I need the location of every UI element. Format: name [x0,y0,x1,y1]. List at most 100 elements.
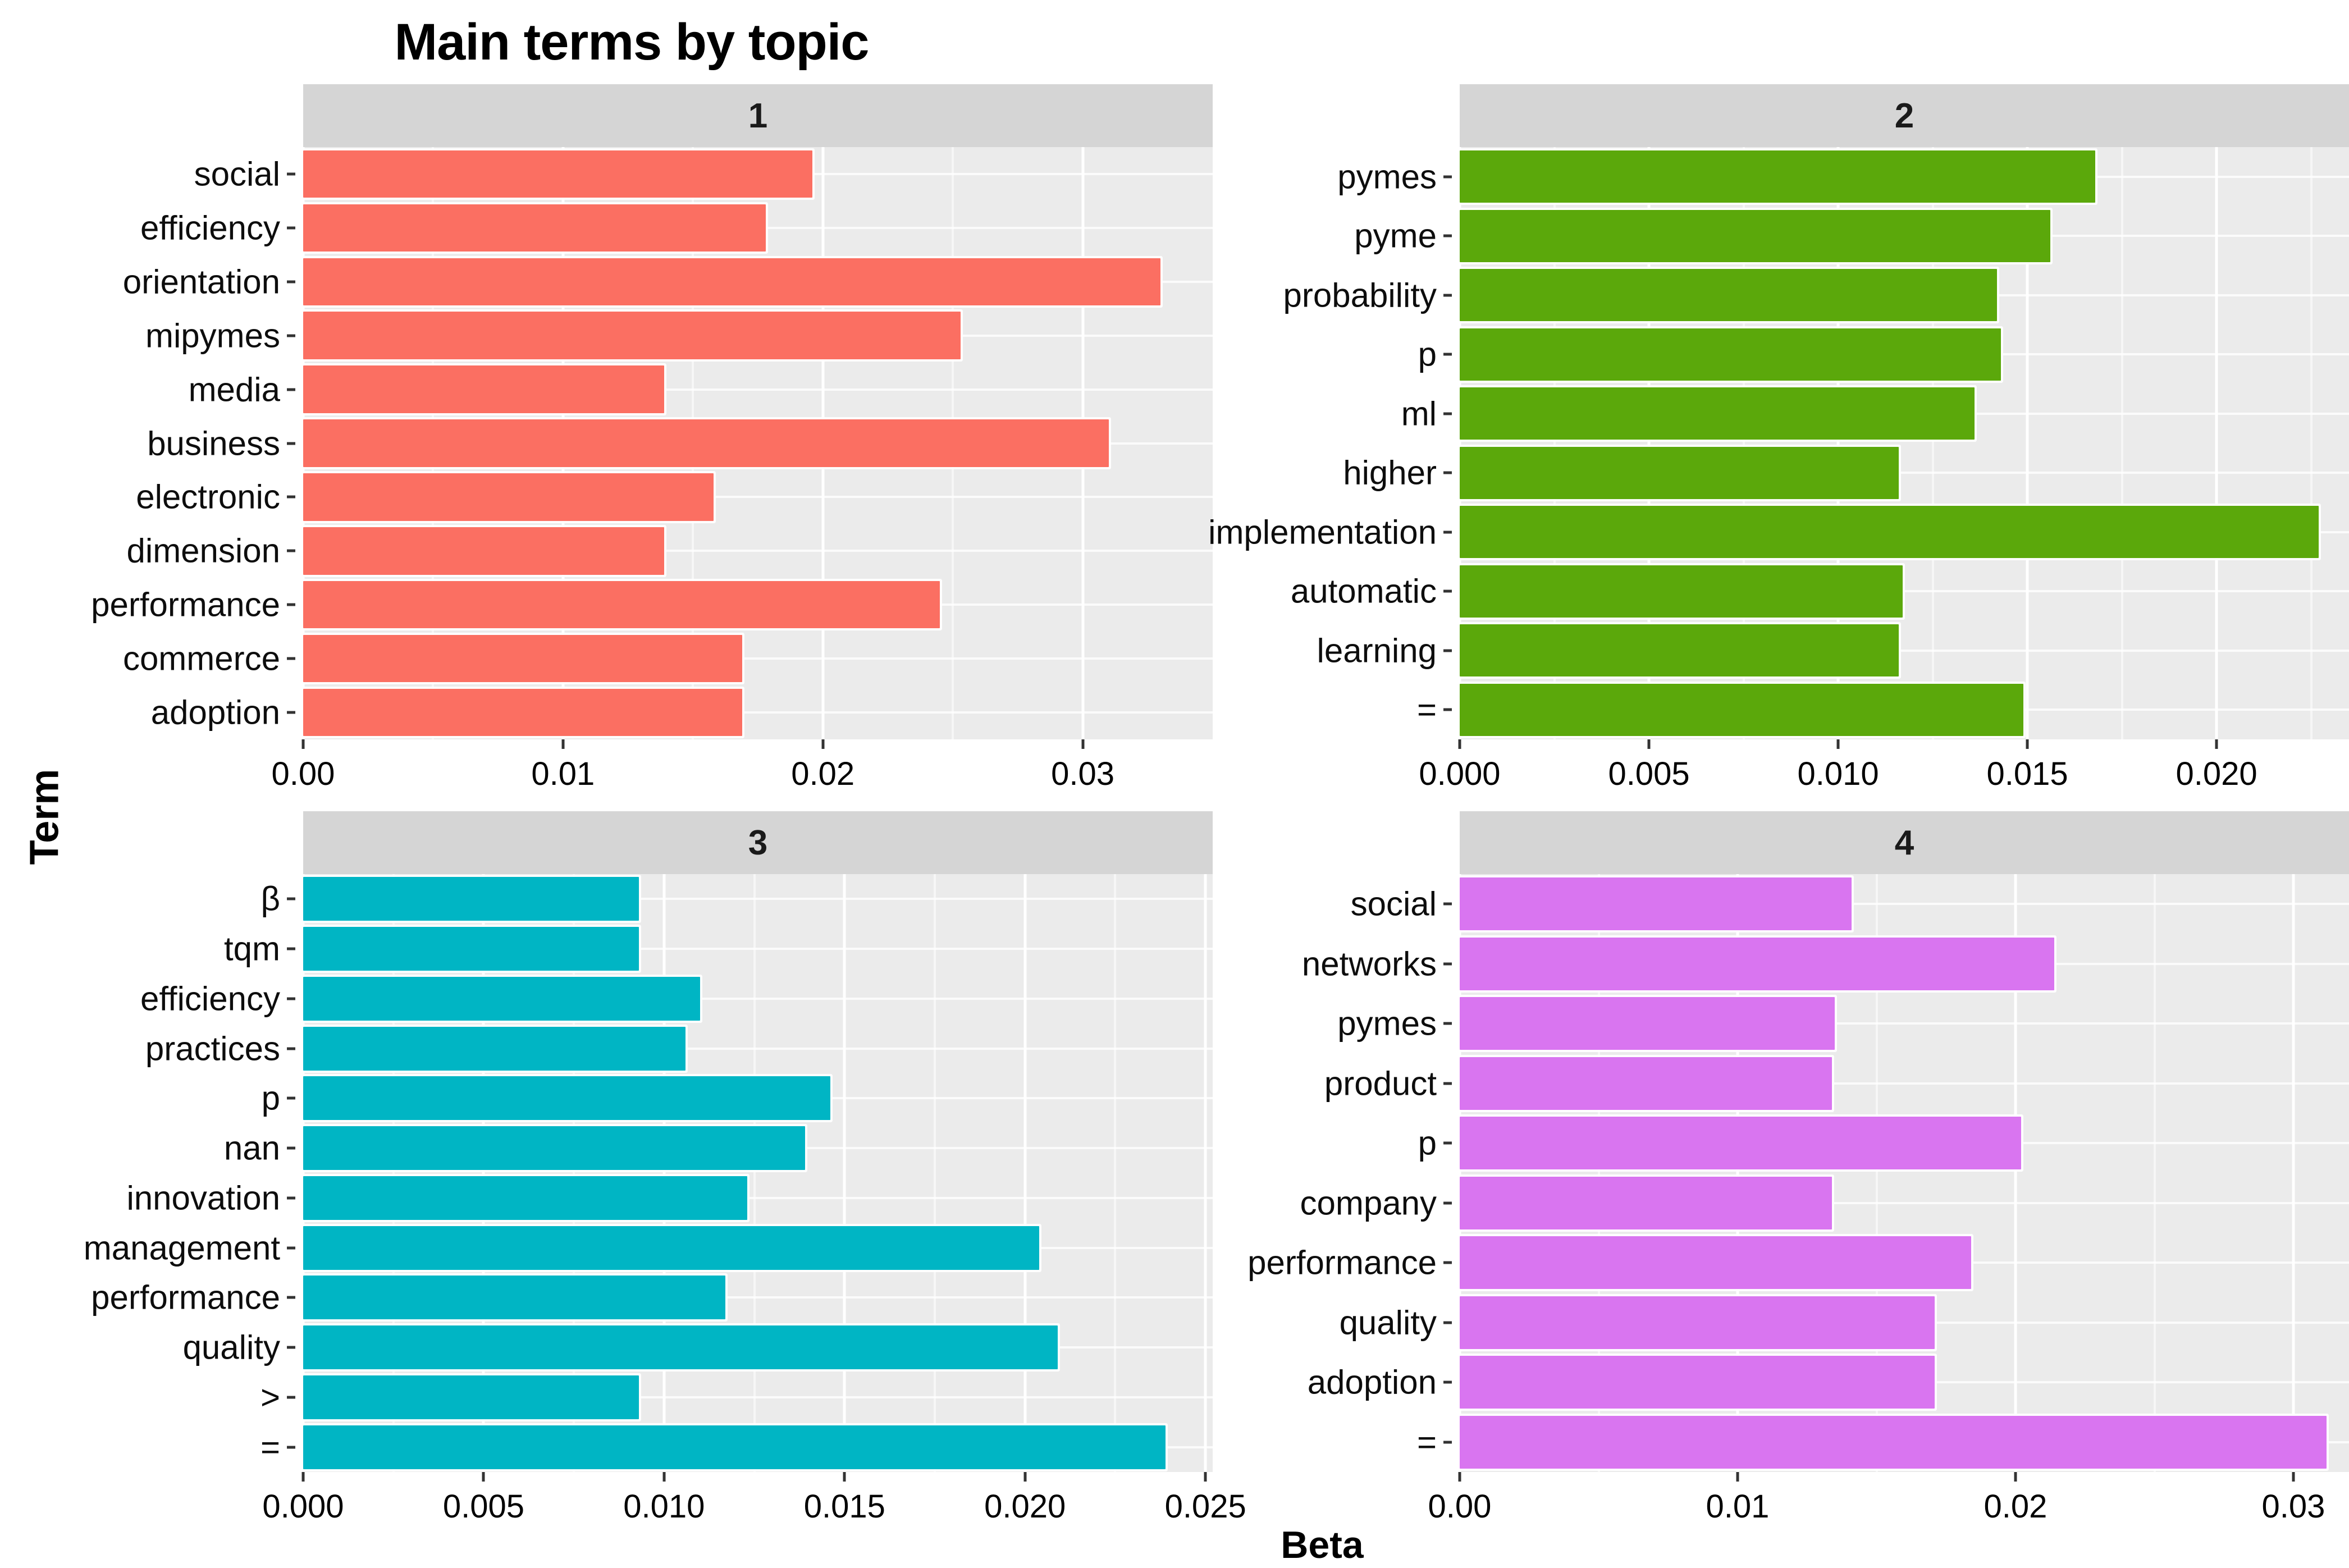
x-tick-label: 0.020 [2176,756,2257,792]
bar-performance [1460,1236,1971,1290]
x-tick-mark [1023,1472,1027,1482]
y-label: mipymes [145,316,295,355]
gridline-minor [934,874,936,1472]
bar-adoption [303,688,743,737]
y-label: nan [224,1129,295,1168]
y-label: higher [1343,454,1452,492]
y-label: practices [145,1029,295,1068]
y-label: pymes [1337,1004,1452,1043]
y-label: tqm [224,930,295,968]
gridline-major [1023,874,1027,1472]
gridline-horizontal [303,1196,1213,1199]
gridline-minor [753,874,756,1472]
gridline-major [303,874,305,1472]
bar-> [303,1375,639,1419]
y-label: efficiency [140,979,295,1018]
y-label: pymes [1337,157,1452,196]
y-label: networks [1302,944,1452,983]
gridline-horizontal [303,388,1213,391]
gridline-major [2026,147,2029,739]
gridline-minor [1114,874,1117,1472]
y-axis-labels: pymes pyme probability p ml higher implementat… [1208,147,1460,739]
x-axis: 0.00 0.01 0.02 0.03 [272,739,1213,811]
bar-p [1460,328,2001,381]
x-tick-mark [1736,1472,1739,1482]
gridline-horizontal [303,948,1213,950]
x-axis: 0.00 0.01 0.02 0.03 [1428,1472,2349,1531]
bar-company [1460,1176,1832,1229]
gridline-horizontal [1460,472,2349,474]
x-tick-label: 0.010 [623,1488,705,1525]
gridline-horizontal [303,711,1213,714]
bar-networks [1460,937,2055,990]
y-axis-labels: social efficiency orientation mipymes media b… [51,147,303,739]
facet-strip-label: 2 [1460,84,2349,147]
y-label: β [261,880,295,918]
y-label: adoption [1308,1363,1452,1402]
x-tick-mark [2026,739,2029,749]
gridline-major [2215,147,2218,739]
bar-p [303,1076,830,1121]
bar-p [1460,1117,2021,1170]
facet-topic-4: 4 social networks pymes product p company perf… [1247,811,2349,1531]
gridline-major [1647,147,1651,739]
y-label: business [147,424,295,463]
gridline-horizontal [1460,1201,2349,1204]
bar-β [303,877,639,921]
gridline-major [1460,147,1461,739]
y-label: electronic [136,478,295,516]
bar-social [1460,877,1852,931]
bar-automatic [1460,565,1903,618]
y-label: performance [1247,1244,1452,1282]
gridline-horizontal [1460,1022,2349,1025]
gridline-minor [1553,147,1556,739]
x-tick-mark [301,1472,305,1482]
y-label: = [1417,1423,1452,1461]
x-tick-label: 0.03 [2261,1488,2325,1525]
bar-pymes [1460,150,2096,203]
bar-= [1460,683,2024,736]
plot-panel [303,874,1213,1472]
bar-management [303,1226,1040,1270]
y-label: orientation [123,262,295,301]
gridline-major [1204,874,1207,1472]
bar-nan [303,1126,805,1171]
facet-topic-3: 3 β tqm efficiency practices p nan innovation m… [51,811,1246,1531]
x-tick-mark [821,739,825,749]
x-tick-label: 0.01 [1706,1488,1770,1525]
gridline-horizontal [1460,590,2349,593]
y-label: probability [1283,276,1452,314]
gridline-horizontal [1460,903,2349,906]
y-axis-title: Term [22,769,67,865]
facet-strip-label: 1 [303,84,1213,147]
bar-ml [1460,387,1975,440]
facet-topic-2: 2 pymes pyme probability p ml higher implement… [1208,84,2349,811]
bar-implementation [1460,506,2319,559]
gridline-horizontal [303,657,1213,660]
x-tick-mark [843,1472,846,1482]
bar-business [303,419,1109,467]
plot-panel [1460,147,2349,739]
x-tick-mark [1458,1472,1461,1482]
x-tick-mark [2292,1472,2295,1482]
bar-= [1460,1415,2327,1469]
y-label: company [1300,1183,1452,1222]
bar-mipymes [303,312,961,359]
y-label: performance [91,586,295,624]
y-label: quality [1340,1303,1452,1342]
gridline-major [1736,874,1739,1472]
x-tick-mark [1458,739,1461,749]
bar-pyme [1460,209,2050,262]
y-label: learning [1317,631,1452,670]
gridline-minor [1931,147,1934,739]
x-tick-label: 0.000 [262,1488,344,1525]
bar-media [303,365,665,413]
y-label: p [262,1079,295,1118]
gridline-major [843,874,846,1472]
bar-social [303,150,813,198]
bar-probability [1460,269,1998,322]
y-label: dimension [127,532,296,570]
y-label: efficiency [140,208,295,247]
x-tick-label: 0.00 [271,756,335,792]
